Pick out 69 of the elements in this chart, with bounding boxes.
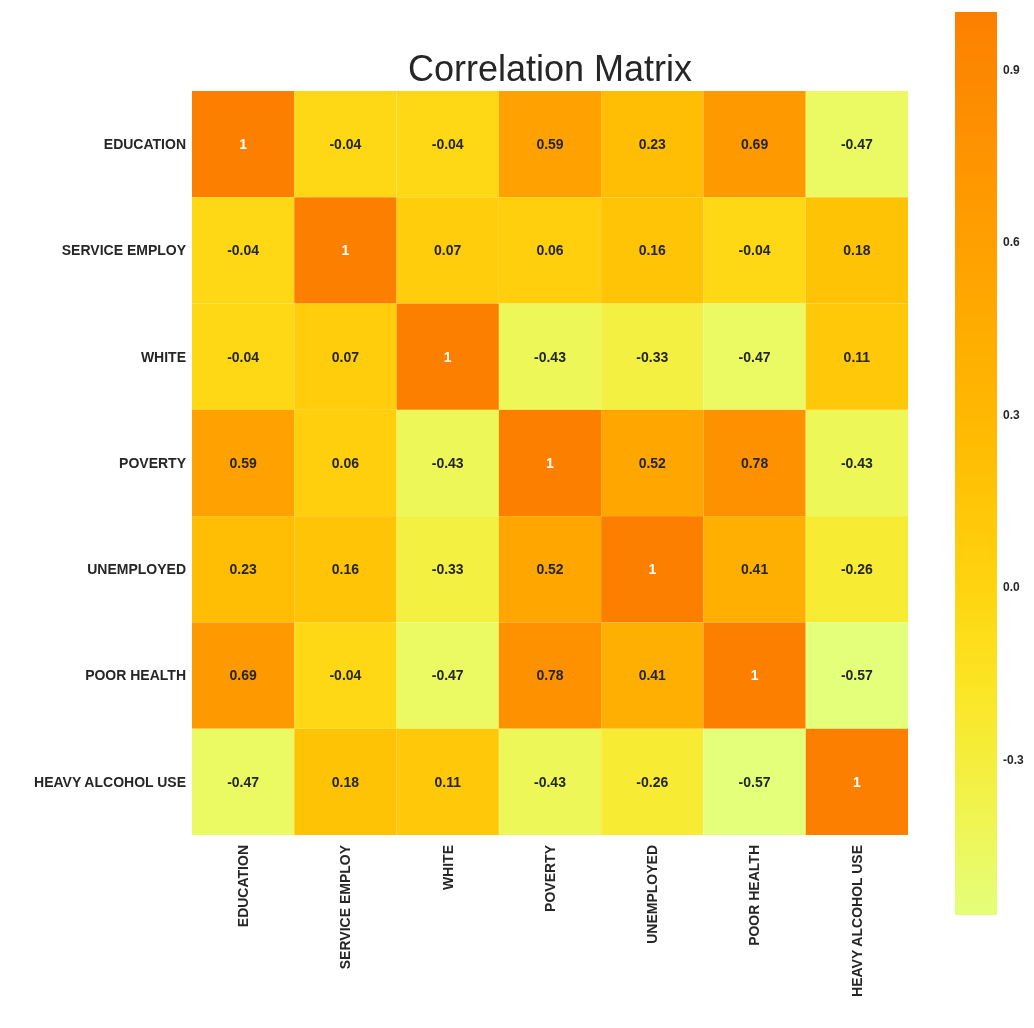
x-tick-label: WHITE — [439, 845, 456, 891]
data-label: 1 — [239, 136, 248, 153]
data-label: 0.59 — [536, 136, 564, 153]
y-tick-label: UNEMPLOYED — [87, 561, 186, 578]
data-label: -0.26 — [636, 773, 669, 790]
data-label: -0.43 — [534, 348, 567, 365]
data-label: -0.43 — [840, 454, 874, 471]
y-tick-label: SERVICE EMPLOY — [61, 242, 187, 259]
color-bar-label: 0.0 — [1003, 580, 1021, 595]
data-label: 0.16 — [331, 561, 360, 578]
data-label: 0.69 — [229, 667, 257, 684]
y-tick-label: POVERTY — [119, 454, 187, 471]
data-label: 1 — [546, 454, 555, 471]
y-tick-label: WHITE — [140, 348, 186, 365]
data-label: -0.57 — [738, 773, 771, 790]
data-label: -0.47 — [227, 773, 260, 790]
color-bar-label: 0.9 — [1003, 62, 1021, 77]
data-label: 0.23 — [638, 136, 667, 153]
data-label: -0.43 — [534, 773, 567, 790]
data-label: -0.47 — [431, 667, 464, 684]
x-tick-label: EDUCATION — [235, 845, 252, 928]
y-tick-label: HEAVY ALCOHOL USE — [34, 773, 186, 790]
data-label: 0.23 — [229, 561, 257, 578]
data-label: 1 — [852, 773, 861, 790]
data-label: 0.16 — [638, 242, 667, 259]
data-label: 0.52 — [536, 561, 564, 578]
data-label: -0.47 — [738, 348, 771, 365]
data-label: 0.59 — [229, 454, 257, 471]
data-label: -0.33 — [431, 561, 464, 578]
data-label: -0.04 — [227, 348, 260, 365]
data-label: -0.47 — [840, 136, 874, 153]
color-bar-label: 0.3 — [1003, 407, 1021, 422]
data-label: -0.04 — [329, 667, 362, 684]
data-label: 0.41 — [740, 561, 769, 578]
data-label: 0.18 — [331, 773, 360, 790]
data-label: 0.41 — [638, 667, 667, 684]
data-label: -0.04 — [329, 136, 362, 153]
data-label: 0.69 — [740, 136, 769, 153]
data-label: 1 — [341, 242, 350, 259]
data-label: 0.78 — [740, 454, 769, 471]
data-label: 0.18 — [843, 242, 871, 259]
data-label: 0.07 — [434, 242, 462, 259]
data-label: 0.78 — [536, 667, 564, 684]
data-label: -0.04 — [738, 242, 771, 259]
data-label: 1 — [443, 348, 452, 365]
color-bar-label: 0.6 — [1003, 235, 1021, 250]
x-tick-label: UNEMPLOYED — [644, 845, 661, 944]
y-tick-label: POOR HEALTH — [85, 667, 186, 684]
data-label: -0.33 — [636, 348, 669, 365]
x-tick-label: SERVICE EMPLOY — [337, 844, 354, 970]
color-bar-label: -0.3 — [1003, 752, 1024, 767]
data-label: -0.04 — [431, 136, 464, 153]
data-label: -0.43 — [431, 454, 464, 471]
data-label: 0.06 — [331, 454, 360, 471]
data-label: 0.06 — [536, 242, 564, 259]
data-label: 0.07 — [331, 348, 360, 365]
data-label: 1 — [648, 561, 657, 578]
data-label: -0.57 — [840, 667, 874, 684]
data-label: 0.11 — [434, 773, 462, 790]
data-label: 1 — [750, 667, 759, 684]
y-tick-label: EDUCATION — [103, 136, 186, 153]
x-tick-label: HEAVY ALCOHOL USE — [848, 845, 865, 997]
x-tick-label: POVERTY — [541, 844, 558, 912]
data-label: -0.26 — [840, 561, 874, 578]
chart-title: Correlation Matrix — [407, 48, 693, 89]
data-label: 0.52 — [638, 454, 667, 471]
data-label: 0.11 — [843, 348, 871, 365]
x-tick-label: POOR HEALTH — [746, 845, 763, 946]
data-label: -0.04 — [227, 242, 260, 259]
